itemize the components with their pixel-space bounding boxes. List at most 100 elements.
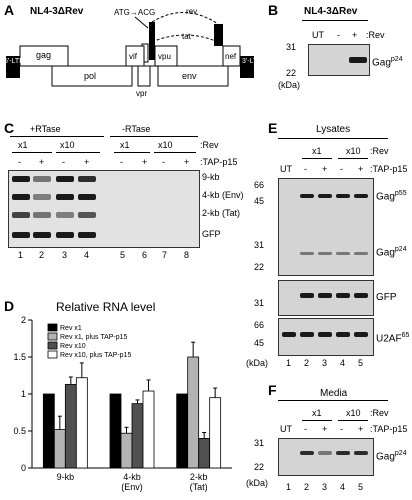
- gel-band-row1-lane2: [33, 176, 51, 182]
- panel-b-label: B: [268, 2, 279, 18]
- x1-a: x1: [18, 140, 28, 150]
- x-category-label-0-0: 9-kb: [57, 472, 75, 482]
- panel-f-x10-bracket: [338, 420, 368, 421]
- u2af-band-2: [300, 332, 314, 337]
- panel-f-x1-bracket: [302, 420, 332, 421]
- f-tap-sign-4: +: [358, 424, 364, 434]
- panel-c-tap: :TAP-p15: [200, 157, 238, 167]
- panel-c-label: C: [4, 120, 15, 136]
- gag-p55-band-5: [354, 194, 368, 198]
- x1-b-bracket: [114, 152, 150, 153]
- bar-0-2: [64, 383, 77, 469]
- legend-swatch-0: [47, 323, 58, 332]
- f-tap-sign-3: -: [340, 424, 343, 434]
- ltr5-label: 5'-LTR: [4, 58, 25, 65]
- bar-1-0: [109, 393, 122, 469]
- gene-vif: vif: [129, 52, 137, 61]
- bar-1-1: [120, 432, 133, 469]
- legend-swatch-1: [47, 332, 58, 341]
- x-category-label-1-0: 4-kb: [123, 472, 141, 482]
- mw-31: 31: [254, 240, 265, 250]
- tat-label: tat: [182, 32, 191, 41]
- bar-0-3: [75, 377, 88, 469]
- gag-p55-label: Gagp55: [376, 190, 407, 203]
- gene-gag: gag: [36, 50, 52, 60]
- legend-label-2: Rev x10: [60, 343, 86, 350]
- gfp-band-2: [300, 293, 314, 298]
- e-lane-number-1: 1: [286, 358, 292, 368]
- y-tick-label-1: 0.5: [13, 426, 26, 436]
- f-tap-sign-1: -: [304, 424, 307, 434]
- lane-number-8: 8: [184, 250, 190, 260]
- bar-2-1: [187, 356, 200, 469]
- gfp-band-5: [354, 293, 368, 298]
- f-lane-number-2: 2: [304, 482, 310, 492]
- legend-label-0: Rev x1: [60, 325, 82, 332]
- tap-sign-lane-3: -: [62, 157, 65, 167]
- band-label-gfp: GFP: [202, 229, 221, 239]
- panel-b-bracket: [302, 20, 368, 21]
- f-lane-number-3: 3: [322, 482, 328, 492]
- panel-b-mw22: 22: [286, 68, 297, 78]
- gag-p55-band-4: [336, 194, 350, 198]
- gel-band-row2-lane4: [78, 194, 96, 200]
- f-lane-number-1: 1: [286, 482, 292, 492]
- y-tick-label-4: 2: [21, 315, 26, 325]
- gag-p55-band-3: [318, 194, 332, 198]
- mutation-label: ATG→ACG: [114, 8, 156, 17]
- u2af-mw-66: 66: [254, 320, 265, 330]
- gene-nef: nef: [225, 52, 237, 61]
- gel-band-row3-lane2: [33, 212, 51, 218]
- gel-band-row3-lane1: [12, 212, 30, 218]
- panel-e-kda: (kDa): [246, 358, 268, 368]
- panel-f-x1: x1: [312, 408, 322, 418]
- gag-p24-band: [349, 57, 367, 63]
- bar-0-0: [42, 393, 55, 469]
- genome-map-diagram: [6, 12, 254, 87]
- e-lane-number-3: 3: [322, 358, 328, 368]
- gel-band-row1-lane1: [12, 176, 30, 182]
- panel-f-tap: :TAP-p15: [370, 424, 408, 434]
- e-tap-sign-4: +: [358, 164, 364, 174]
- gel-band-row2-lane3: [56, 194, 74, 200]
- panel-f-mw22: 22: [254, 462, 265, 472]
- gfp-band-4: [336, 293, 350, 298]
- plus-rtase-label: +RTase: [30, 124, 61, 134]
- lysates-bracket: [278, 138, 388, 139]
- gfp-label: GFP: [376, 292, 397, 303]
- tap-sign-lane-4: +: [84, 157, 90, 167]
- e-lane-number-4: 4: [340, 358, 346, 368]
- media-gag-band-4: [336, 451, 350, 455]
- panel-f-mw31: 31: [254, 438, 265, 448]
- lysates-header: Lysates: [316, 124, 351, 135]
- media-gag-band-5: [354, 451, 368, 455]
- gag-p24-lysate-band-3: [318, 252, 332, 255]
- mw-66: 66: [254, 180, 265, 190]
- bar-2-3: [209, 397, 222, 469]
- y-tick-label-2: 1: [21, 389, 26, 399]
- gag-p24-label: Gagp24: [376, 246, 407, 259]
- u2af-blot: [278, 318, 374, 356]
- bar-0-1: [53, 429, 66, 469]
- gag-p24-lysate-band-4: [336, 252, 350, 255]
- lane-number-4: 4: [84, 250, 90, 260]
- panel-f-gag: Gagp24: [376, 450, 407, 463]
- lane-number-5: 5: [120, 250, 126, 260]
- panel-e-rev: :Rev: [370, 146, 389, 156]
- panel-c-rev: :Rev: [200, 140, 219, 150]
- bar-1-2: [131, 403, 144, 469]
- gel-band-row4-lane2: [33, 232, 51, 238]
- gel-band-row1-lane4: [78, 176, 96, 182]
- band-label-9kb: 9-kb: [202, 172, 220, 182]
- x10-b-bracket: [154, 152, 196, 153]
- gel-band-row3-lane4: [78, 212, 96, 218]
- media-blot: [278, 438, 374, 476]
- gel-band-row3-lane3: [56, 212, 74, 218]
- tap-sign-lane-7: -: [162, 157, 165, 167]
- plus-rtase-bracket: [10, 136, 104, 137]
- u2af-mw-45: 45: [254, 338, 265, 348]
- gene-pol: pol: [84, 71, 97, 81]
- u2af-band-3: [318, 332, 332, 337]
- tap-sign-lane-8: +: [184, 157, 190, 167]
- f-lane-number-5: 5: [358, 482, 364, 492]
